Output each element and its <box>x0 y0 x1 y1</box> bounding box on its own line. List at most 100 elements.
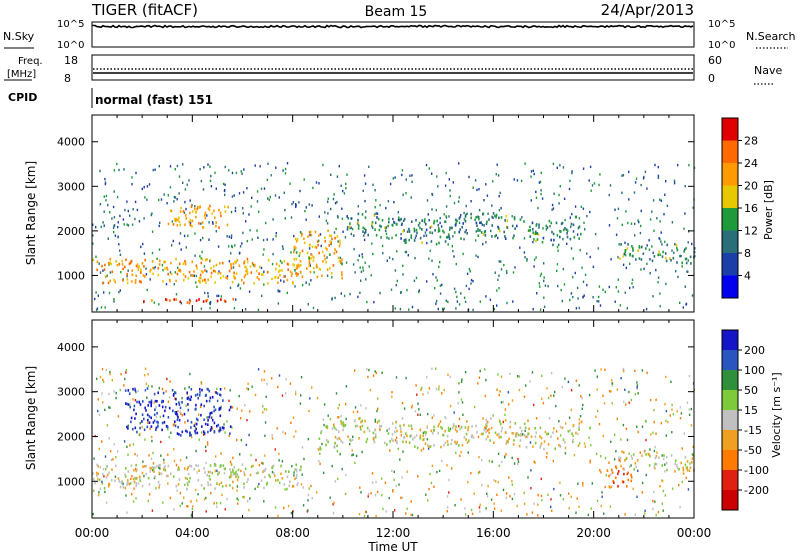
velocity-cell <box>361 424 364 428</box>
velocity-cell <box>232 472 235 476</box>
velocity-cell <box>507 439 509 443</box>
power-noise-cell <box>614 300 616 303</box>
velocity-cell <box>342 421 344 424</box>
velocity-cell <box>200 413 202 417</box>
velocity-cell <box>255 471 258 475</box>
power-noise-cell <box>152 168 154 172</box>
velocity-noise-cell <box>238 394 240 398</box>
velocity-noise-cell <box>625 427 628 430</box>
velocity-cell <box>284 470 287 473</box>
power-cell <box>330 234 333 238</box>
velocity-cell <box>359 428 362 431</box>
power-noise-cell <box>203 166 205 169</box>
velocity-cell <box>111 468 113 471</box>
power-cell <box>348 225 351 229</box>
power-noise-cell <box>435 276 437 279</box>
velocity-noise-cell <box>634 393 637 396</box>
power-noise-cell <box>497 236 499 240</box>
power-noise-cell <box>267 197 269 200</box>
power-noise-cell <box>487 212 489 215</box>
velocity-noise-cell <box>205 510 207 513</box>
velocity-cell <box>264 467 267 471</box>
power-cell <box>198 276 201 280</box>
velocity-noise-cell <box>411 406 413 409</box>
power-noise-cell <box>275 235 277 238</box>
velocity-noise-cell <box>671 403 673 407</box>
power-cell <box>637 249 639 252</box>
power-noise-cell <box>578 217 581 220</box>
power-noise-cell <box>199 255 201 258</box>
velocity-noise-cell <box>291 465 293 468</box>
power-noise-cell <box>425 163 428 167</box>
power-cell <box>559 235 561 239</box>
power-cell <box>293 248 296 251</box>
velocity-noise-cell <box>555 404 557 408</box>
power-noise-cell <box>186 183 188 186</box>
velocity-noise-cell <box>624 513 626 516</box>
power-noise-cell <box>576 286 579 290</box>
power-cell <box>410 220 413 223</box>
velocity-noise-cell <box>375 514 377 518</box>
velocity-noise-cell <box>137 482 140 485</box>
velocity-noise-cell <box>274 506 277 509</box>
velocity-cell <box>633 468 635 471</box>
velocity-cell <box>336 437 339 441</box>
velocity-noise-cell <box>636 381 638 384</box>
velocity-noise-cell <box>426 438 429 441</box>
power-cell <box>267 259 270 262</box>
power-noise-cell <box>436 279 438 282</box>
power-noise-cell <box>665 180 667 183</box>
power-cell <box>572 223 575 227</box>
power-colorbar-swatch <box>722 185 738 209</box>
velocity-cell <box>136 400 138 404</box>
power-cell <box>296 266 299 269</box>
velocity-noise-cell <box>583 442 586 445</box>
velocity-noise-cell <box>96 377 98 380</box>
power-cell <box>121 259 123 263</box>
velocity-noise-cell <box>265 408 268 411</box>
power-cell <box>419 236 422 240</box>
velocity-noise-cell <box>337 477 339 481</box>
velocity-noise-cell <box>504 456 506 459</box>
power-cell <box>191 274 193 277</box>
velocity-cell <box>157 480 160 484</box>
velocity-cell <box>298 468 301 472</box>
power-cell <box>291 272 293 275</box>
velocity-cell <box>300 465 302 469</box>
velocity-noise-cell <box>509 372 511 375</box>
velocity-cell <box>373 440 376 444</box>
velocity-noise-cell <box>385 510 387 513</box>
power-cell <box>324 239 327 243</box>
velocity-cell <box>207 430 209 434</box>
velocity-cell <box>133 468 135 472</box>
power-noise-cell <box>455 262 457 266</box>
power-noise-cell <box>584 273 587 276</box>
velocity-noise-cell <box>231 406 234 409</box>
power-noise-cell <box>407 254 409 257</box>
velocity-cell <box>400 430 402 433</box>
power-noise-cell <box>643 175 645 179</box>
velocity-noise-cell <box>653 420 655 424</box>
velocity-cell <box>613 481 615 484</box>
power-noise-cell <box>169 271 172 274</box>
power-cell <box>201 257 204 261</box>
velocity-cell <box>661 464 664 467</box>
velocity-cell <box>515 435 518 438</box>
power-noise-cell <box>286 162 289 165</box>
power-cell <box>194 207 196 211</box>
power-noise-cell <box>111 217 113 220</box>
power-noise-cell <box>304 210 306 213</box>
velocity-cell <box>452 423 455 426</box>
velocity-cell <box>148 415 151 418</box>
power-cell <box>491 224 493 227</box>
velocity-noise-cell <box>198 438 200 441</box>
power-noise-cell <box>232 266 235 269</box>
power-cell <box>231 280 234 284</box>
velocity-cell <box>326 425 329 428</box>
velocity-cell <box>243 482 245 486</box>
power-noise-cell <box>596 300 598 303</box>
velocity-noise-cell <box>108 437 110 440</box>
power-cell <box>403 229 405 232</box>
velocity-cell <box>498 433 500 436</box>
power-noise-cell <box>443 231 445 234</box>
